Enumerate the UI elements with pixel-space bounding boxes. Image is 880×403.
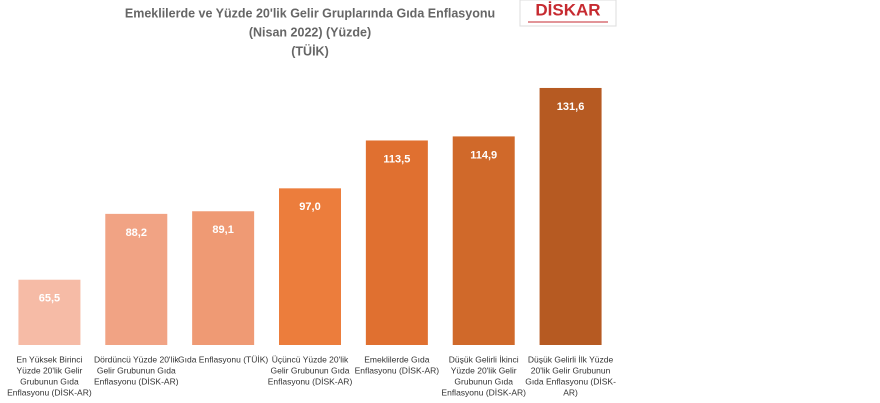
x-tick-label: Gıda Enflasyonu (DİSK- xyxy=(525,376,616,386)
x-tick-label: Gıda Enflasyonu (TÜİK) xyxy=(178,354,268,364)
x-tick-label: Enflasyonu (DİSK-AR) xyxy=(268,376,353,386)
bar xyxy=(18,279,81,345)
bar xyxy=(539,87,602,345)
value-label: 97,0 xyxy=(299,201,320,213)
logo: DİSKAR xyxy=(535,0,600,19)
value-label: 113,5 xyxy=(383,153,410,165)
bar xyxy=(365,140,428,345)
x-tick-label: Dördüncü Yüzde 20'lik xyxy=(94,354,179,364)
value-label: 88,2 xyxy=(126,227,147,239)
value-label: 131,6 xyxy=(557,101,585,113)
x-tick-label: Düşük Gelirli İlk Yüzde xyxy=(528,354,614,364)
x-tick-label: En Yüksek Birinci xyxy=(16,354,82,364)
value-label: 89,1 xyxy=(212,224,233,236)
x-tick-label: Enflasyonu (DİSK-AR) xyxy=(94,376,179,386)
x-tick-label: 20'lik Gelir Grubunun xyxy=(531,365,611,375)
bar xyxy=(192,211,255,345)
chart-title: (Nisan 2022) (Yüzde) xyxy=(249,25,371,39)
chart-title: Emeklilerde ve Yüzde 20'lik Gelir Grupla… xyxy=(125,6,495,20)
value-label: 114,9 xyxy=(470,149,497,161)
bar xyxy=(279,188,341,345)
x-tick-label: Yüzde 20'lik Gelir xyxy=(451,365,517,375)
x-tick-label: Grubunun Gıda xyxy=(20,376,79,386)
x-tick-label: Enflasyonu (DİSK-AR) xyxy=(441,387,526,397)
x-tick-label: Gelir Grubunun Gıda xyxy=(97,365,176,375)
bar xyxy=(105,213,168,345)
x-tick-label: Enflasyonu (DİSK-AR) xyxy=(355,365,440,375)
x-tick-label: AR) xyxy=(563,387,578,397)
x-tick-label: Düşük Gelirli İkinci xyxy=(449,354,519,364)
x-tick-label: Gelir Grubunun Gıda xyxy=(271,365,350,375)
x-tick-label: Grubunun Gıda xyxy=(454,376,513,386)
bar xyxy=(452,136,515,345)
x-tick-label: Emeklilerde Gıda xyxy=(364,354,429,364)
x-tick-label: Enflasyonu (DİSK-AR) xyxy=(7,387,92,397)
chart-title: (TÜİK) xyxy=(291,43,329,58)
value-label: 65,5 xyxy=(39,293,60,305)
x-tick-label: Üçüncü Yüzde 20'lik xyxy=(272,354,349,364)
x-tick-label: Yüzde 20'lik Gelir xyxy=(16,365,82,375)
